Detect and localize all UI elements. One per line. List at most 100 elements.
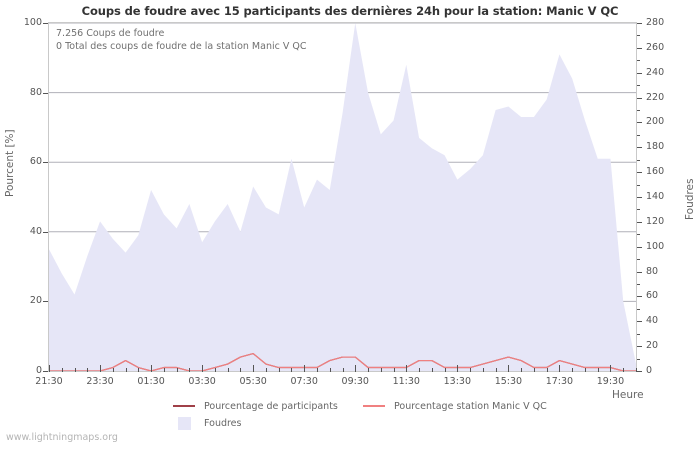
y-tick-minor-right-170	[637, 160, 640, 161]
y-tick-mark-right-280	[637, 23, 642, 24]
x-tick-label-21-30: 21:30	[35, 376, 63, 387]
y-tick-right-160: 160	[646, 166, 665, 178]
x-tick-label-23-30: 23:30	[86, 376, 114, 387]
y-tick-minor-right-70	[637, 284, 640, 285]
x-tick-mark-22	[330, 368, 331, 372]
x-tick-label-09-30: 09:30	[341, 376, 369, 387]
y-tick-left-0: 0	[35, 365, 42, 376]
annotation-total-strokes: 7.256 Coups de foudre	[56, 28, 165, 39]
x-tick-label-05-30: 05:30	[239, 376, 267, 387]
x-tick-mark-6	[126, 368, 127, 372]
x-tick-mark-1	[62, 368, 63, 372]
x-tick-mark-39	[547, 368, 548, 372]
y-tick-right-280: 280	[646, 17, 665, 28]
y-tick-left-80: 80	[29, 86, 42, 98]
y-tick-mark-right-240	[637, 73, 642, 74]
y-tick-right-80: 80	[646, 265, 659, 277]
x-tick-mark-12	[202, 365, 203, 372]
x-tick-mark-46	[636, 368, 637, 372]
y-tick-right-40: 40	[646, 315, 659, 327]
y-tick-right-100: 100	[646, 240, 665, 252]
x-tick-mark-21	[317, 368, 318, 372]
plot-area	[48, 22, 637, 372]
y-tick-right-240: 240	[646, 66, 665, 78]
legend-area-swatch-foudres	[178, 416, 191, 430]
x-tick-mark-19	[291, 368, 292, 372]
x-tick-mark-38	[534, 368, 535, 372]
x-axis-label: Heure	[612, 389, 644, 401]
x-tick-mark-3	[87, 368, 88, 372]
x-tick-mark-0	[49, 365, 50, 372]
y-tick-left-100: 100	[23, 17, 42, 28]
x-tick-mark-10	[177, 368, 178, 372]
x-tick-mark-45	[623, 368, 624, 372]
y-tick-right-120: 120	[646, 215, 665, 227]
x-tick-mark-11	[189, 368, 190, 372]
y-tick-mark-right-80	[637, 272, 642, 273]
x-tick-mark-32	[457, 365, 458, 372]
x-tick-mark-26	[381, 368, 382, 372]
x-tick-mark-23	[343, 368, 344, 372]
x-tick-mark-27	[394, 368, 395, 372]
y-tick-mark-right-200	[637, 122, 642, 123]
y-tick-mark-right-140	[637, 197, 642, 198]
y-tick-mark-left-0	[43, 371, 48, 372]
y-tick-right-220: 220	[646, 91, 665, 103]
y-tick-left-40: 40	[29, 225, 42, 237]
y-tick-mark-right-40	[637, 321, 642, 322]
y-tick-minor-right-90	[637, 259, 640, 260]
y-tick-right-260: 260	[646, 41, 665, 53]
x-tick-mark-35	[496, 368, 497, 372]
x-tick-mark-30	[432, 368, 433, 372]
y-tick-minor-right-50	[637, 309, 640, 310]
legend-entry-station: Pourcentage station Manic V QC	[363, 398, 547, 414]
y-tick-mark-left-100	[43, 23, 48, 24]
x-tick-mark-29	[419, 368, 420, 372]
y-tick-right-60: 60	[646, 290, 659, 302]
x-tick-mark-15	[240, 368, 241, 372]
y-tick-right-200: 200	[646, 116, 665, 128]
legend-label-station: Pourcentage station Manic V QC	[394, 400, 547, 412]
y-tick-minor-right-150	[637, 185, 640, 186]
y-tick-mark-right-220	[637, 98, 642, 99]
legend-line-swatch-station	[363, 405, 385, 407]
y-tick-mark-right-160	[637, 172, 642, 173]
y-tick-mark-left-20	[43, 301, 48, 302]
y-tick-mark-right-180	[637, 147, 642, 148]
y-tick-minor-right-210	[637, 110, 640, 111]
x-tick-mark-42	[585, 368, 586, 372]
y-tick-mark-right-0	[637, 371, 642, 372]
x-tick-mark-37	[521, 368, 522, 372]
x-tick-mark-20	[304, 365, 305, 372]
x-tick-label-13-30: 13:30	[443, 376, 472, 387]
x-tick-mark-4	[100, 365, 101, 372]
x-tick-mark-17	[266, 368, 267, 372]
x-tick-mark-13	[215, 368, 216, 372]
x-tick-mark-28	[406, 365, 407, 372]
x-tick-mark-25	[368, 368, 369, 372]
y-tick-left-20: 20	[29, 295, 42, 307]
x-tick-mark-9	[164, 368, 165, 372]
y-tick-mark-right-260	[637, 48, 642, 49]
y-tick-mark-right-120	[637, 222, 642, 223]
x-tick-mark-40	[559, 365, 560, 372]
y-axis-label-right: Foudres	[684, 178, 696, 220]
legend-entry-foudres: Foudres	[173, 415, 241, 431]
y-tick-minor-right-190	[637, 135, 640, 136]
x-tick-mark-7	[138, 368, 139, 372]
y-tick-mark-left-60	[43, 162, 48, 163]
legend-line-swatch-participants	[173, 405, 195, 407]
y-tick-mark-left-80	[43, 93, 48, 94]
y-tick-minor-right-110	[637, 234, 640, 235]
y-tick-mark-left-40	[43, 232, 48, 233]
legend-entry-participants: Pourcentage de participants	[173, 398, 338, 414]
x-tick-mark-8	[151, 365, 152, 372]
y-tick-minor-right-10	[637, 359, 640, 360]
legend-label-participants: Pourcentage de participants	[204, 400, 338, 412]
chart-title: Coups de foudre avec 15 participants des…	[81, 4, 619, 18]
y-tick-minor-right-30	[637, 334, 640, 335]
x-tick-label-19-30: 19:30	[596, 376, 625, 387]
watermark: www.lightningmaps.org	[6, 432, 118, 443]
y-tick-minor-right-230	[637, 85, 640, 86]
